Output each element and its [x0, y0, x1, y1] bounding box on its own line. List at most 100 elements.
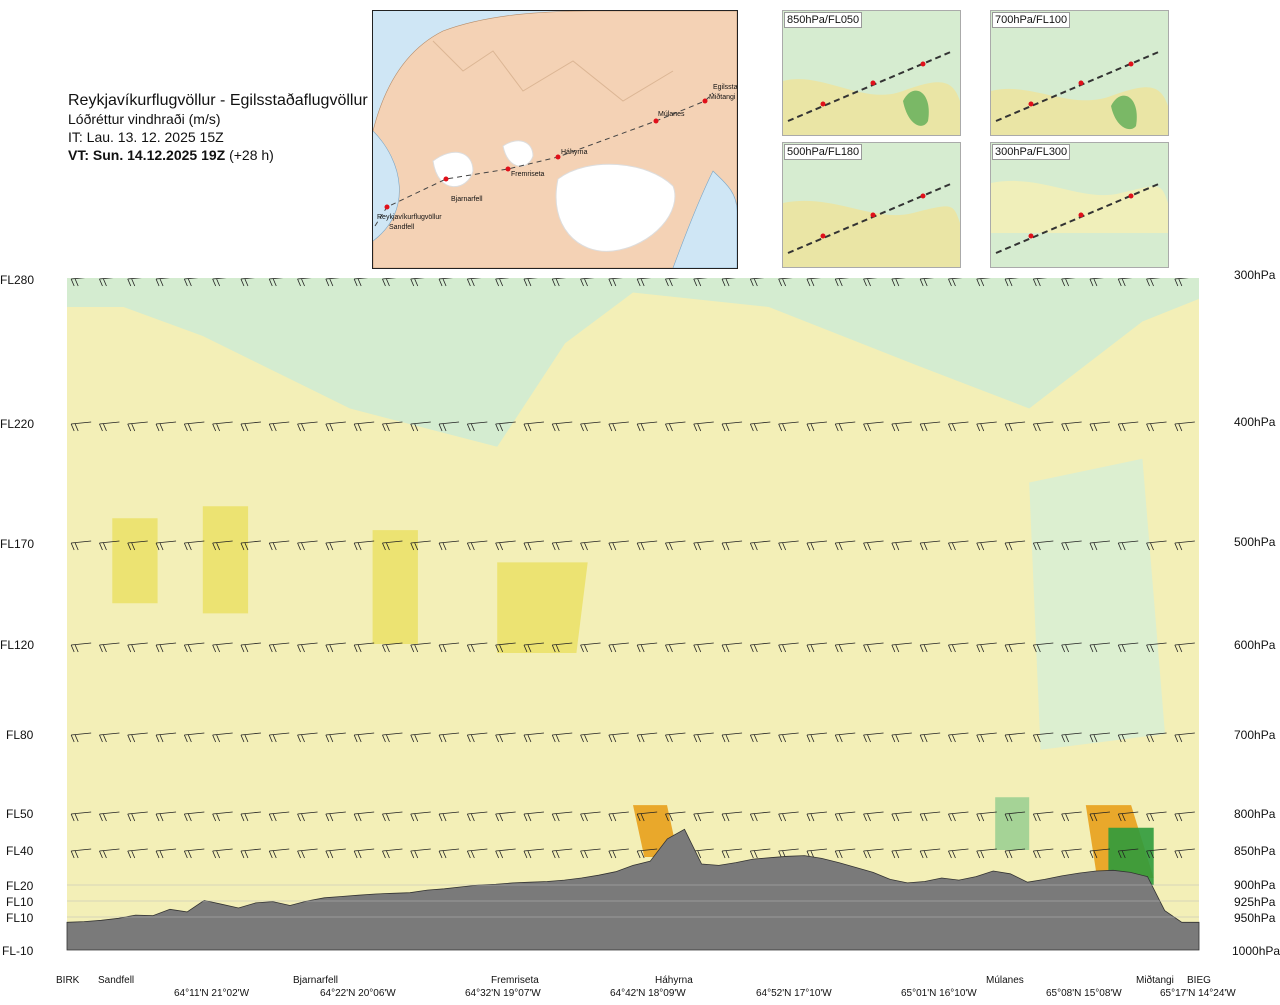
waypoint-mulanes	[653, 118, 659, 124]
wind-barb-800-3	[155, 811, 177, 822]
wind-barb-850-10	[353, 848, 375, 859]
wind-barb-500-13	[438, 540, 460, 551]
fl-label-minus10: FL-10	[2, 944, 34, 958]
wind-barb-500-15	[495, 540, 516, 551]
wind-barb-850-14	[466, 848, 488, 859]
wind-barb-600-13	[438, 642, 460, 653]
wind-barb-300-29	[891, 278, 906, 287]
wind-barb-600-6	[240, 642, 261, 653]
wind-barb-850-29	[891, 848, 912, 859]
wind-barb-600-32	[976, 642, 997, 653]
wind-barb-400-21	[665, 421, 686, 432]
wind-barb-500-36	[1089, 540, 1110, 551]
wind-barb-500-6	[240, 540, 261, 551]
wind-barb-800-31	[948, 811, 969, 822]
waypoint-dots	[384, 98, 708, 210]
wind-barb-300-22	[693, 278, 708, 287]
wind-barb-850-18	[580, 848, 601, 859]
wind-barb-600-21	[665, 642, 686, 653]
wind-barb-500-30	[919, 540, 941, 551]
wind-barb-600-15	[495, 642, 516, 653]
hpa-label-950: 950hPa	[1234, 911, 1276, 925]
wind-barb-layer	[70, 278, 1195, 859]
wind-barb-700-22	[693, 732, 714, 743]
wind-barb-850-36	[1089, 848, 1110, 859]
wind-barb-500-37	[1117, 540, 1139, 551]
wind-barb-700-13	[438, 732, 460, 743]
map-label-egilsstadir: Egilsstaðir	[713, 83, 737, 91]
wind-barb-300-35	[1061, 278, 1076, 287]
wind-barb-800-20	[636, 811, 658, 822]
wind-barb-600-39	[1174, 642, 1195, 653]
hpa-label-900: 900hPa	[1234, 878, 1276, 892]
wind-barb-600-27	[834, 642, 856, 653]
wind-barb-600-24	[749, 642, 771, 653]
wind-barb-400-4	[183, 421, 205, 432]
wind-barb-800-39	[1174, 811, 1195, 822]
hpa-label-300: 300hPa	[1234, 268, 1276, 282]
wind-barb-850-7	[268, 848, 290, 859]
wind-barb-300-4	[183, 278, 199, 287]
wind-barb-600-3	[155, 642, 177, 653]
wind-barb-850-17	[551, 848, 573, 859]
wind-barb-500-22	[693, 540, 714, 551]
wind-barb-400-16	[523, 421, 544, 432]
wind-barb-700-32	[976, 732, 997, 743]
wind-barb-500-31	[948, 540, 969, 551]
wind-barb-300-10	[353, 278, 369, 287]
wind-barb-600-18	[580, 642, 601, 653]
waypoint-sandfell	[384, 204, 390, 210]
glacier-vatnajokull	[555, 163, 676, 252]
wind-barb-300-0	[70, 278, 86, 287]
wind-barb-800-9	[325, 811, 346, 822]
wind-barb-700-23	[721, 732, 743, 743]
wind-barb-300-12	[410, 278, 425, 287]
shading-region-0	[67, 292, 1199, 950]
wind-barb-400-0	[70, 421, 92, 432]
wind-barb-400-18	[580, 421, 601, 432]
wind-barb-850-34	[1032, 848, 1054, 859]
wind-barb-500-1	[99, 540, 120, 551]
wind-barb-850-6	[240, 848, 261, 859]
wind-barb-600-12	[410, 642, 431, 653]
wind-barb-300-17	[551, 278, 567, 287]
hpa-label-850: 850hPa	[1234, 844, 1276, 858]
wind-barb-600-16	[523, 642, 544, 653]
mini-map-500-label: 500hPa/FL180	[784, 144, 863, 160]
wind-barb-400-31	[948, 421, 969, 432]
waypoint-fremriseta	[505, 166, 511, 172]
valid-time: VT: Sun. 14.12.2025 19Z (+28 h)	[68, 146, 368, 164]
wind-barb-400-27	[834, 421, 856, 432]
wind-barb-400-8	[297, 421, 318, 432]
wind-barb-700-17	[551, 732, 573, 743]
wind-barb-500-18	[580, 540, 601, 551]
hpa-label-500: 500hPa	[1234, 535, 1276, 549]
wind-barb-700-35	[1061, 732, 1082, 743]
wind-barb-400-38	[1146, 421, 1167, 432]
mini-map-300-label: 300hPa/FL300	[992, 144, 1071, 160]
wind-barb-400-5	[212, 421, 233, 432]
wind-barb-600-22	[693, 642, 714, 653]
wind-barb-800-28	[863, 811, 884, 822]
waypoint-label-mulanes: Múlanes	[986, 975, 1024, 986]
wind-barb-400-17	[551, 421, 573, 432]
wind-barb-600-35	[1061, 642, 1082, 653]
map-label-reykjavik: Reykjavíkurflugvöllur	[377, 214, 442, 221]
wind-barb-700-25	[778, 732, 799, 743]
wind-barb-500-20	[636, 540, 658, 551]
wind-barb-500-38	[1146, 540, 1167, 551]
wind-barb-500-7	[268, 540, 290, 551]
coord-label-6: 65°01'N 16°10'W	[901, 988, 977, 999]
wind-barb-600-9	[325, 642, 346, 653]
shading-region-2	[202, 506, 249, 614]
terrain-lines	[432, 40, 674, 102]
wind-barb-400-3	[155, 421, 177, 432]
wind-barb-700-38	[1146, 732, 1167, 743]
wind-barb-400-7	[268, 421, 290, 432]
wind-barb-400-22	[693, 421, 714, 432]
wind-barb-700-11	[382, 732, 403, 743]
wind-barb-400-30	[919, 421, 941, 432]
title-block: Reykjavíkurflugvöllur - Egilsstaðaflugvö…	[68, 92, 368, 164]
coord-label-5: 64°52'N 17°10'W	[756, 988, 832, 999]
wind-barb-700-5	[212, 732, 233, 743]
